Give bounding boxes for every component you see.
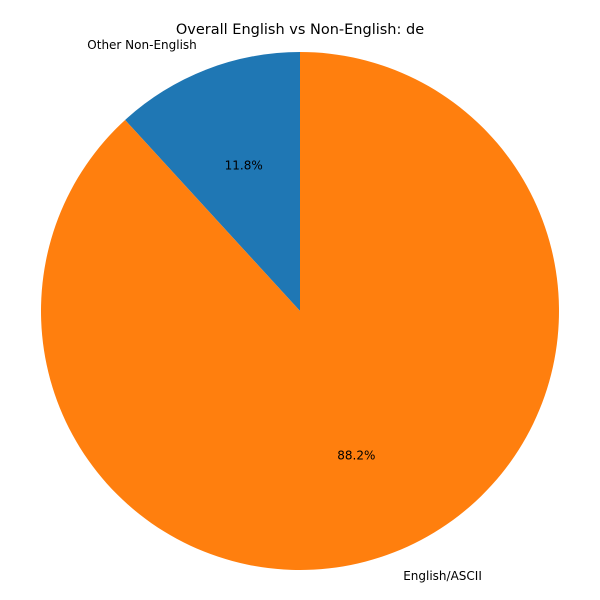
slice-label-1: English/ASCII <box>403 569 482 583</box>
pie-slice-0 <box>125 52 300 311</box>
chart-title: Overall English vs Non-English: de <box>176 22 424 38</box>
slice-percent-1: 88.2% <box>337 448 375 462</box>
pie-slice-1 <box>40 52 559 570</box>
pie-slices <box>40 52 559 570</box>
slice-label-0: Other Non-English <box>87 38 196 52</box>
pie-labels: Other Non-English 11.8% English/ASCII 88.2% <box>87 38 482 583</box>
slice-percent-0: 11.8% <box>225 159 263 173</box>
